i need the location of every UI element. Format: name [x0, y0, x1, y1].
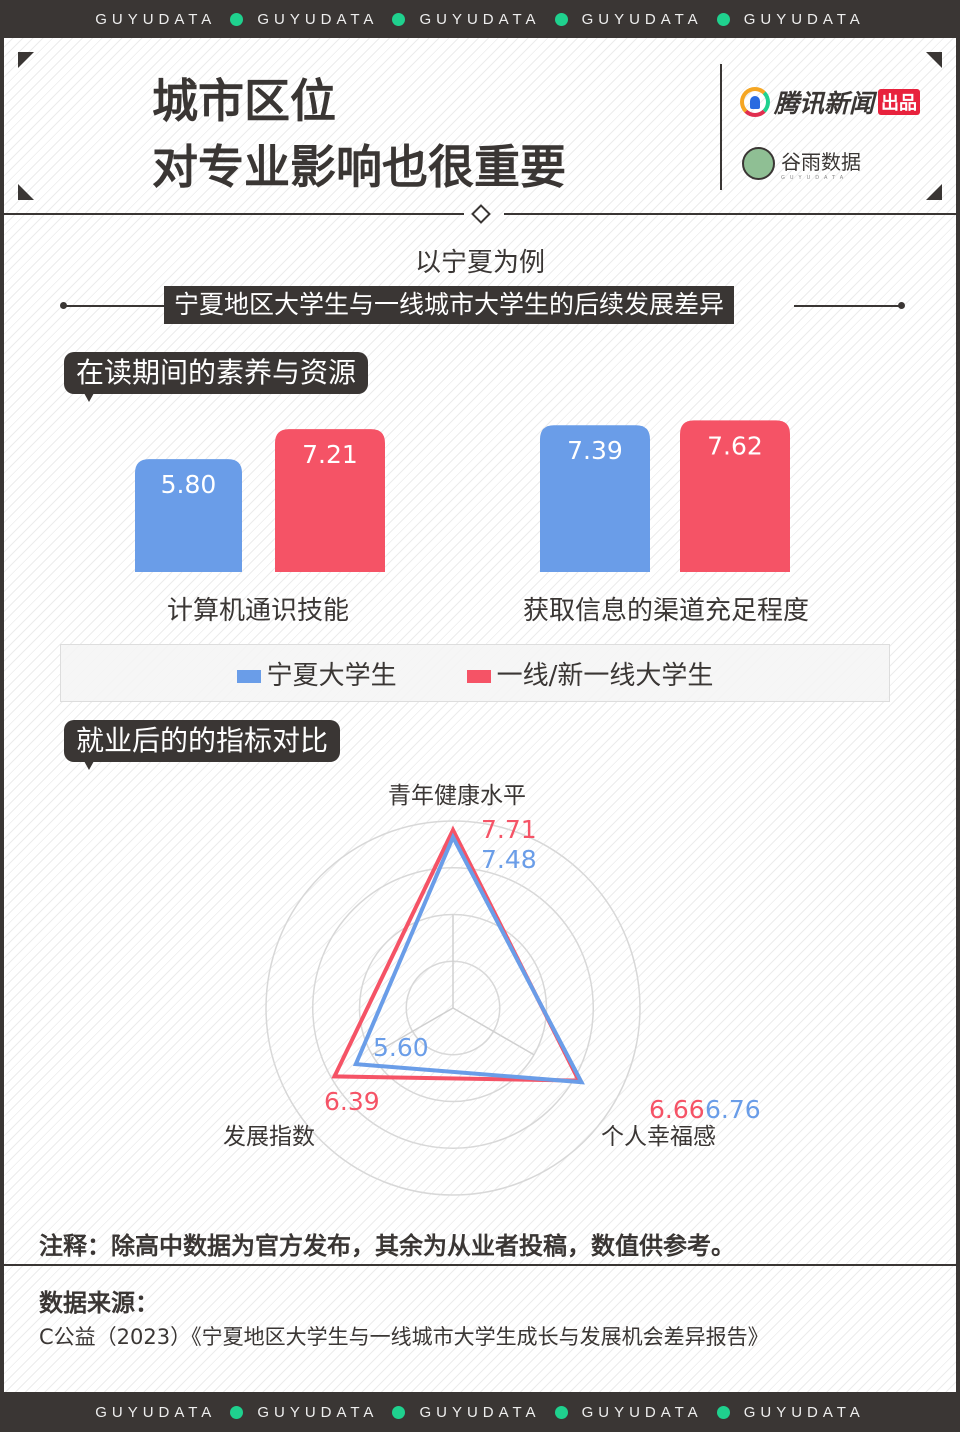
green-dot-icon: [716, 12, 730, 26]
brand-text: GUYUDATA: [581, 10, 703, 28]
tencent-news-logo: 腾讯新闻 出品: [740, 84, 921, 120]
page-title: 城市区位 对专业影响也很重要: [152, 68, 566, 200]
infographic-panel: 城市区位 对专业影响也很重要 腾讯新闻 出品 谷雨数据 GUYUDATA 以宁夏…: [4, 38, 956, 1392]
corner-mark: [926, 184, 942, 200]
corner-mark: [18, 52, 34, 68]
green-dot-icon: [392, 1405, 406, 1419]
green-dot-icon: [392, 12, 406, 26]
brand-text: GUYUDATA: [743, 10, 865, 28]
radar-value-label: 7.71: [481, 815, 537, 844]
divider: [4, 213, 464, 215]
radar-value-label: 6.76: [705, 1095, 761, 1124]
divider: [504, 213, 956, 215]
legend-item-ningxia: 宁夏大学生: [236, 655, 397, 692]
brand-text: GUYUDATA: [581, 1403, 703, 1421]
section-tag-employment: 就业后的的指标对比: [64, 720, 341, 770]
bar: [135, 459, 242, 572]
radar-ring: [312, 867, 594, 1149]
guyudata-bird-icon: [742, 147, 775, 180]
section-tag-study: 在读期间的素养与资源: [64, 352, 369, 402]
radar-axis-label: 发展指数: [223, 1124, 315, 1150]
radar-ring: [265, 820, 641, 1196]
bar-chart: 5.80 7.39 7.21 7.62: [135, 420, 790, 572]
title-line-2: 对专业影响也很重要: [152, 140, 566, 194]
legend-swatch: [466, 669, 491, 683]
title-line-1: 城市区位: [152, 74, 336, 128]
radar-axis-label: 个人幸福感: [601, 1124, 716, 1150]
brand-text: GUYUDATA: [95, 10, 217, 28]
divider: [4, 1264, 956, 1266]
divider-dot: [60, 302, 67, 309]
legend: 宁夏大学生 一线/新一线大学生: [60, 644, 890, 702]
bar-value-label: 7.39: [567, 436, 623, 465]
divider: [720, 64, 722, 190]
brand-text: GUYUDATA: [419, 1403, 541, 1421]
corner-mark: [18, 184, 34, 200]
radar-value-label: 6.66: [649, 1095, 705, 1124]
divider: [794, 305, 902, 307]
bar-category-label: 获取信息的渠道充足程度: [522, 596, 809, 626]
bar-category-label: 计算机通识技能: [166, 596, 349, 626]
radar-axis-label: 青年健康水平: [388, 783, 526, 809]
guyudata-logo: 谷雨数据 GUYUDATA: [742, 146, 861, 181]
green-dot-icon: [230, 1405, 244, 1419]
divider-dot: [898, 302, 905, 309]
subtitle: 以宁夏为例: [414, 248, 545, 278]
radar-spoke: [452, 1007, 535, 1056]
green-dot-icon: [716, 1405, 730, 1419]
tencent-news-icon: [740, 87, 770, 117]
top-brand-band: GUYUDATA GUYUDATA GUYUDATA GUYUDATA GUYUDATA: [0, 0, 960, 38]
radar-value-label: 6.39: [324, 1087, 380, 1116]
corner-mark: [926, 52, 942, 68]
bottom-brand-band: GUYUDATA GUYUDATA GUYUDATA GUYUDATA GUYUDATA: [0, 1392, 960, 1432]
divider: [62, 305, 172, 307]
brand-text: GUYUDATA: [743, 1403, 865, 1421]
green-dot-icon: [230, 12, 244, 26]
source-text: C公益（2023）《宁夏地区大学生与一线城市大学生成长与发展机会差异报告》: [39, 1325, 769, 1349]
radar-value-label: 5.60: [373, 1033, 429, 1062]
legend-item-tier1: 一线/新一线大学生: [466, 655, 713, 692]
bar: [540, 425, 650, 572]
brand-text: GUYUDATA: [95, 1403, 217, 1421]
legend-swatch: [236, 669, 261, 683]
brand-text: GUYUDATA: [419, 10, 541, 28]
green-dot-icon: [554, 12, 568, 26]
radar-series-ningxia: [352, 832, 585, 1085]
radar-spoke: [371, 1007, 454, 1056]
green-dot-icon: [554, 1405, 568, 1419]
diamond-icon: [471, 204, 491, 224]
bar: [275, 429, 385, 572]
bar-value-label: 7.21: [302, 440, 358, 469]
bar: [680, 420, 790, 572]
brand-text: GUYUDATA: [257, 10, 379, 28]
radar-value-label: 7.48: [481, 845, 537, 874]
brand-text: GUYUDATA: [257, 1403, 379, 1421]
source-title: 数据来源：: [39, 1289, 159, 1317]
chart-banner: 宁夏地区大学生与一线城市大学生的后续发展差异: [164, 286, 735, 324]
bar-value-label: 5.80: [161, 470, 217, 499]
footnote: 注释：除高中数据为官方发布，其余为从业者投稿，数值供参考。: [39, 1232, 735, 1260]
bar-value-label: 7.62: [707, 431, 763, 460]
